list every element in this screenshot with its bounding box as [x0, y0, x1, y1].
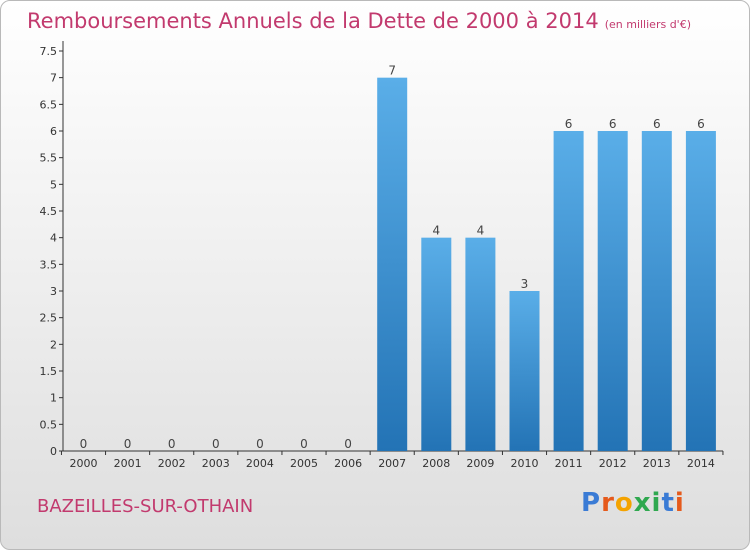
bar	[465, 237, 496, 451]
y-tick-label: 0.5	[40, 418, 58, 431]
bar-value-label: 6	[565, 117, 573, 131]
x-tick-label: 2010	[511, 457, 539, 470]
bar-value-label: 0	[212, 437, 220, 451]
y-tick-label: 0	[50, 445, 57, 458]
x-tick-label: 2012	[599, 457, 627, 470]
y-tick-label: 5.5	[40, 152, 58, 165]
logo-letter: r	[601, 488, 615, 518]
x-tick-label: 2013	[643, 457, 671, 470]
y-tick-label: 5	[50, 178, 57, 191]
commune-name: BAZEILLES-SUR-OTHAIN	[37, 496, 254, 517]
logo-letter: t	[661, 488, 675, 518]
bar-value-label: 6	[653, 117, 661, 131]
y-tick-label: 1	[50, 392, 57, 405]
x-tick-label: 2014	[687, 457, 715, 470]
logo-letter: x	[633, 488, 652, 518]
bar-value-label: 6	[697, 117, 705, 131]
bar-value-label: 7	[388, 64, 396, 78]
y-tick-label: 7.5	[40, 45, 58, 58]
logo-letter: i	[651, 488, 662, 518]
x-tick-label: 2006	[334, 457, 362, 470]
bar-value-label: 4	[432, 224, 440, 238]
x-tick-label: 2004	[246, 457, 274, 470]
bar-value-label: 0	[300, 437, 308, 451]
logo-letter: P	[581, 488, 602, 518]
y-tick-label: 3.5	[40, 258, 58, 271]
logo-letter: i	[674, 488, 685, 518]
y-tick-label: 2.5	[40, 312, 58, 325]
bar-value-label: 0	[80, 437, 88, 451]
x-tick-label: 2002	[158, 457, 186, 470]
y-tick-label: 6.5	[40, 98, 58, 111]
x-tick-label: 2007	[378, 457, 406, 470]
x-tick-label: 2000	[70, 457, 98, 470]
bar	[377, 77, 408, 452]
y-tick-label: 1.5	[40, 365, 58, 378]
bar-value-label: 0	[124, 437, 132, 451]
proxiti-logo: Proxiti	[581, 488, 685, 518]
x-tick-label: 2005	[290, 457, 318, 470]
y-tick-label: 6	[50, 125, 57, 138]
x-tick-label: 2008	[422, 457, 450, 470]
y-tick-label: 3	[50, 285, 57, 298]
bar-value-label: 3	[521, 277, 529, 291]
chart-title-text: Remboursements Annuels de la Dette de 20…	[27, 9, 599, 33]
bar	[421, 237, 452, 451]
chart-title: Remboursements Annuels de la Dette de 20…	[27, 9, 691, 33]
bar-value-label: 0	[344, 437, 352, 451]
x-tick-label: 2011	[555, 457, 583, 470]
bar-value-label: 0	[168, 437, 176, 451]
x-tick-label: 2009	[466, 457, 494, 470]
y-tick-label: 2	[50, 338, 57, 351]
y-tick-label: 4	[50, 232, 57, 245]
y-tick-label: 7	[50, 72, 57, 85]
bar	[641, 131, 672, 451]
bar	[509, 291, 540, 451]
bar-value-label: 6	[609, 117, 617, 131]
x-tick-label: 2003	[202, 457, 230, 470]
bar-value-label: 0	[256, 437, 264, 451]
chart-unit: (en milliers d'€)	[604, 18, 691, 31]
bar-value-label: 4	[477, 224, 485, 238]
x-tick-label: 2001	[114, 457, 142, 470]
logo-letter: o	[614, 488, 634, 518]
bar	[553, 131, 584, 451]
bar	[597, 131, 628, 451]
y-tick-label: 4.5	[40, 205, 58, 218]
bar	[685, 131, 716, 451]
